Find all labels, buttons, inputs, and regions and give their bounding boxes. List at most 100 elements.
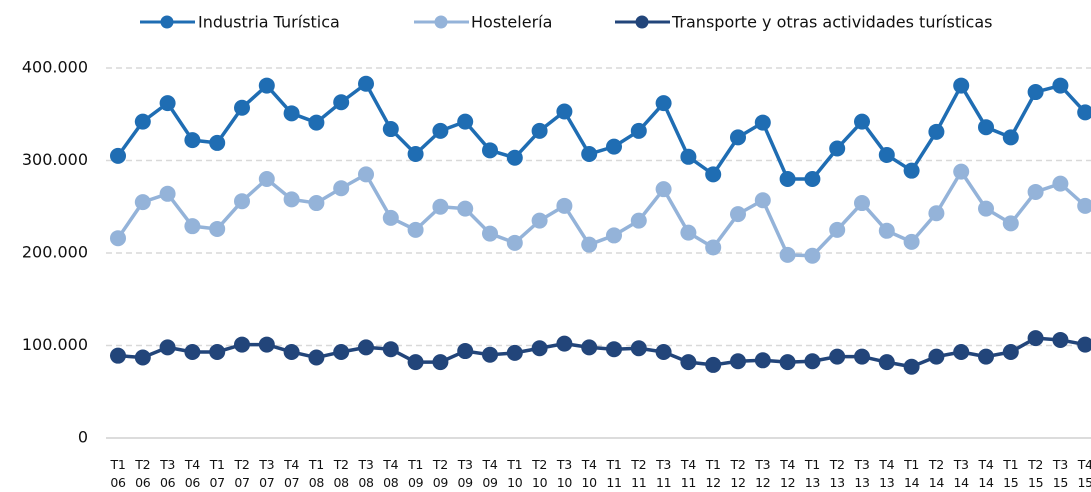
x-tick-label: T3 11: [655, 457, 672, 490]
legend-label: Transporte y otras actividades turística…: [671, 13, 992, 32]
data-point: [581, 339, 598, 356]
x-tick-label: T4 10: [581, 457, 598, 490]
data-point: [556, 335, 573, 352]
x-tick-label: T3 10: [556, 457, 573, 490]
y-tick-label: 300.000: [22, 150, 88, 169]
legend-marker: [635, 15, 649, 29]
data-point: [482, 142, 498, 159]
data-point: [457, 200, 474, 217]
data-point: [482, 346, 498, 363]
data-point: [655, 181, 672, 198]
data-point: [680, 224, 697, 241]
data-point: [754, 114, 771, 131]
data-point: [1052, 175, 1069, 192]
data-point: [978, 119, 994, 136]
data-point: [1002, 215, 1019, 232]
x-tick-label: T3 07: [259, 457, 275, 490]
data-point: [209, 343, 226, 360]
data-point: [234, 99, 250, 116]
data-point: [630, 212, 647, 229]
data-point: [1027, 330, 1044, 347]
x-tick-label: T1 06: [110, 457, 126, 490]
y-tick-label: 100.000: [22, 335, 88, 354]
x-tick-label: T4 11: [680, 457, 697, 490]
data-point: [184, 132, 201, 149]
data-point: [209, 134, 226, 151]
x-tick-label: T2 12: [730, 457, 746, 490]
data-point: [730, 129, 746, 146]
data-point: [1077, 197, 1091, 214]
data-point: [209, 220, 226, 237]
data-point: [482, 225, 498, 242]
data-point: [1077, 104, 1091, 121]
data-point: [730, 206, 746, 223]
data-point: [407, 354, 424, 371]
x-tick-label: T4 06: [184, 457, 201, 490]
data-point: [382, 341, 399, 358]
x-tick-label: T4 09: [482, 457, 498, 490]
data-point: [1002, 343, 1019, 360]
data-point: [1052, 331, 1069, 348]
x-tick-label: T1 11: [606, 457, 622, 490]
x-tick-label: T2 09: [432, 457, 449, 490]
data-point: [531, 340, 548, 357]
x-tick-label: T2 06: [135, 457, 151, 490]
data-point: [928, 348, 945, 365]
x-tick-label: T4 08: [383, 457, 399, 490]
data-point: [581, 146, 598, 163]
data-point: [506, 344, 523, 361]
data-point: [854, 348, 870, 365]
data-point: [432, 122, 449, 139]
data-point: [134, 349, 151, 366]
x-tick-label: T1 12: [705, 457, 722, 490]
data-point: [1002, 129, 1019, 146]
data-point: [903, 162, 920, 179]
data-point: [829, 221, 846, 238]
x-tick-label: T1 09: [407, 457, 424, 490]
data-point: [878, 146, 895, 163]
x-tick-label: T2 10: [531, 457, 548, 490]
data-point: [432, 198, 449, 215]
data-point: [953, 163, 970, 180]
data-point: [333, 180, 350, 197]
data-point: [432, 354, 449, 371]
data-point: [1027, 84, 1044, 101]
data-point: [333, 94, 350, 111]
data-point: [903, 233, 920, 250]
data-point: [779, 354, 796, 371]
data-point: [258, 336, 275, 353]
x-tick-label: T1 07: [209, 457, 226, 490]
x-tick-label: T4 13: [879, 457, 895, 490]
series-line: [116, 81, 1087, 181]
series-line: [116, 169, 1087, 258]
data-point: [258, 171, 275, 187]
data-point: [283, 105, 300, 122]
x-tick-label: T2 07: [234, 457, 250, 490]
data-point: [110, 347, 126, 364]
x-tick-label: T4 07: [283, 457, 300, 490]
x-tick-label: T2 14: [928, 457, 945, 490]
data-point: [159, 95, 176, 112]
x-tick-label: T4 15: [1077, 457, 1091, 490]
data-point: [308, 114, 325, 131]
data-point: [878, 354, 895, 371]
x-tick-label: T3 14: [953, 457, 970, 490]
data-point: [928, 205, 945, 222]
data-point: [184, 218, 201, 235]
x-tick-label: T4 12: [779, 457, 796, 490]
series-line: [117, 336, 1086, 369]
legend-label: Hostelería: [471, 13, 552, 32]
data-point: [283, 191, 300, 208]
x-tick-label: T3 15: [1052, 457, 1069, 490]
data-point: [457, 113, 474, 130]
data-point: [110, 230, 126, 247]
data-point: [556, 197, 573, 214]
data-point: [829, 348, 846, 365]
x-tick-label: T3 06: [159, 457, 176, 490]
data-point: [382, 209, 399, 226]
data-point: [655, 95, 672, 112]
x-tick-label: T3 12: [755, 457, 771, 490]
data-point: [680, 148, 697, 165]
